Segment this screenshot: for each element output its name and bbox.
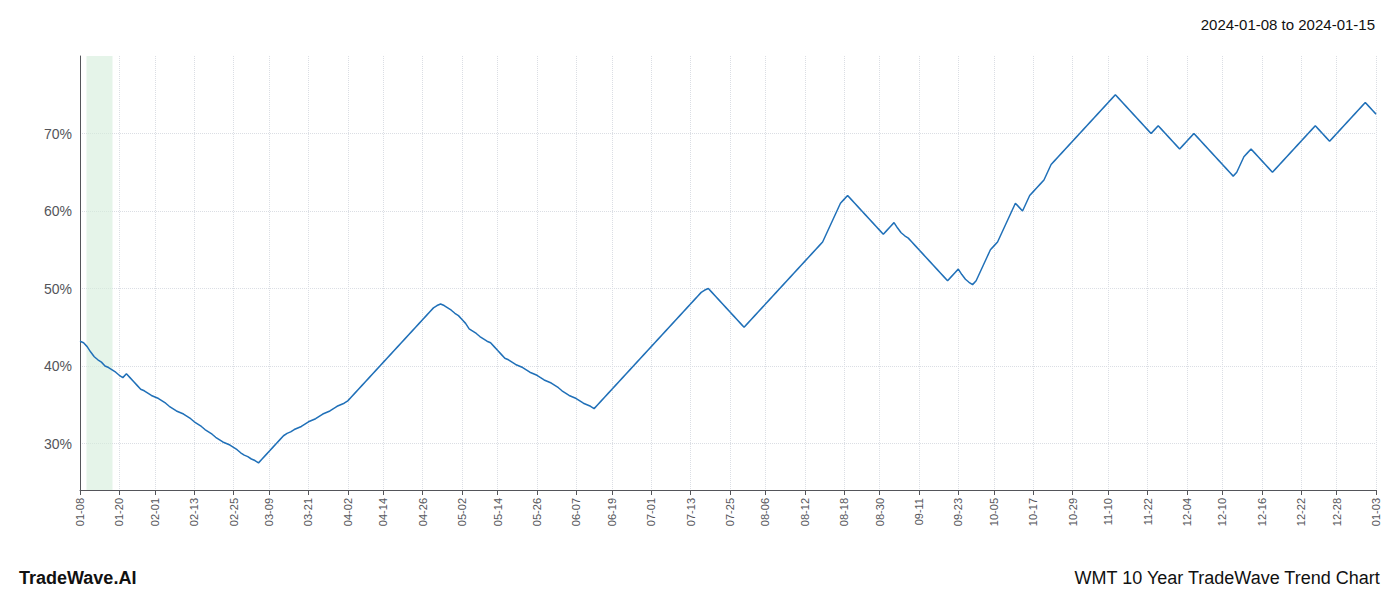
svg-text:10-17: 10-17 xyxy=(1027,498,1039,526)
svg-text:05-14: 05-14 xyxy=(492,498,504,526)
svg-text:03-21: 03-21 xyxy=(302,498,314,526)
svg-text:08-12: 08-12 xyxy=(799,498,811,526)
svg-text:01-03: 01-03 xyxy=(1370,498,1382,526)
svg-text:09-11: 09-11 xyxy=(913,498,925,525)
svg-text:2024-01-08 to 2024-01-15: 2024-01-08 to 2024-01-15 xyxy=(1201,16,1375,33)
svg-text:04-26: 04-26 xyxy=(417,498,429,526)
svg-text:40%: 40% xyxy=(44,358,72,374)
svg-text:04-02: 04-02 xyxy=(342,498,354,526)
svg-text:01-08: 01-08 xyxy=(74,498,86,526)
svg-text:02-25: 02-25 xyxy=(228,498,240,526)
svg-text:TradeWave.AI: TradeWave.AI xyxy=(19,568,136,588)
svg-text:08-30: 08-30 xyxy=(874,498,886,526)
svg-text:11-22: 11-22 xyxy=(1142,498,1154,525)
svg-text:07-25: 07-25 xyxy=(724,498,736,526)
svg-text:09-23: 09-23 xyxy=(952,498,964,526)
svg-text:30%: 30% xyxy=(44,436,72,452)
svg-text:06-07: 06-07 xyxy=(570,498,582,526)
svg-text:02-01: 02-01 xyxy=(149,498,161,526)
svg-text:10-05: 10-05 xyxy=(988,498,1000,526)
svg-text:11-10: 11-10 xyxy=(1102,498,1114,525)
svg-text:04-14: 04-14 xyxy=(377,498,389,526)
svg-text:12-10: 12-10 xyxy=(1216,498,1228,526)
svg-text:12-28: 12-28 xyxy=(1331,498,1343,526)
svg-text:12-22: 12-22 xyxy=(1295,498,1307,526)
svg-text:08-18: 08-18 xyxy=(838,498,850,526)
svg-text:08-06: 08-06 xyxy=(759,498,771,526)
svg-text:10-29: 10-29 xyxy=(1067,498,1079,526)
svg-text:50%: 50% xyxy=(44,281,72,297)
svg-text:03-09: 03-09 xyxy=(263,498,275,526)
svg-text:01-20: 01-20 xyxy=(113,498,125,526)
svg-text:70%: 70% xyxy=(44,126,72,142)
svg-text:07-01: 07-01 xyxy=(645,498,657,526)
svg-text:05-02: 05-02 xyxy=(456,498,468,526)
svg-text:05-26: 05-26 xyxy=(531,498,543,526)
svg-text:06-19: 06-19 xyxy=(606,498,618,526)
svg-text:02-13: 02-13 xyxy=(188,498,200,526)
svg-text:60%: 60% xyxy=(44,203,72,219)
svg-text:07-13: 07-13 xyxy=(685,498,697,526)
svg-text:WMT 10 Year TradeWave Trend Ch: WMT 10 Year TradeWave Trend Chart xyxy=(1075,568,1380,588)
svg-text:12-04: 12-04 xyxy=(1181,498,1193,526)
svg-text:12-16: 12-16 xyxy=(1256,498,1268,526)
